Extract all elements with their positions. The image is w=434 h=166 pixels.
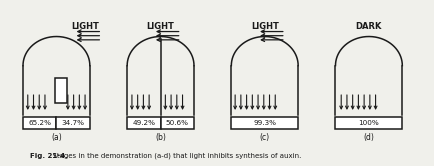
Text: Stages in the demonstration (a-d) that light inhibits synthesis of auxin.: Stages in the demonstration (a-d) that l…	[30, 153, 302, 159]
Text: (c): (c)	[260, 133, 270, 142]
Text: LIGHT: LIGHT	[71, 22, 99, 31]
Text: 34.7%: 34.7%	[62, 120, 85, 126]
Bar	[231, 117, 298, 129]
Text: (d): (d)	[363, 133, 375, 142]
Bar	[56, 78, 67, 103]
Text: LIGHT: LIGHT	[251, 22, 279, 31]
Text: (a): (a)	[51, 133, 62, 142]
Text: 50.6%: 50.6%	[166, 120, 189, 126]
Text: 49.2%: 49.2%	[132, 120, 155, 126]
Text: Fig. 21-4.: Fig. 21-4.	[30, 153, 68, 159]
Text: DARK: DARK	[356, 22, 382, 31]
Bar	[335, 117, 402, 129]
Text: 65.2%: 65.2%	[28, 120, 51, 126]
Bar	[23, 117, 56, 129]
Text: (b): (b)	[155, 133, 166, 142]
Bar	[127, 117, 161, 129]
Bar	[56, 117, 90, 129]
Text: 99.3%: 99.3%	[253, 120, 276, 126]
Text: 100%: 100%	[358, 120, 379, 126]
Bar	[161, 117, 194, 129]
Text: LIGHT: LIGHT	[147, 22, 174, 31]
